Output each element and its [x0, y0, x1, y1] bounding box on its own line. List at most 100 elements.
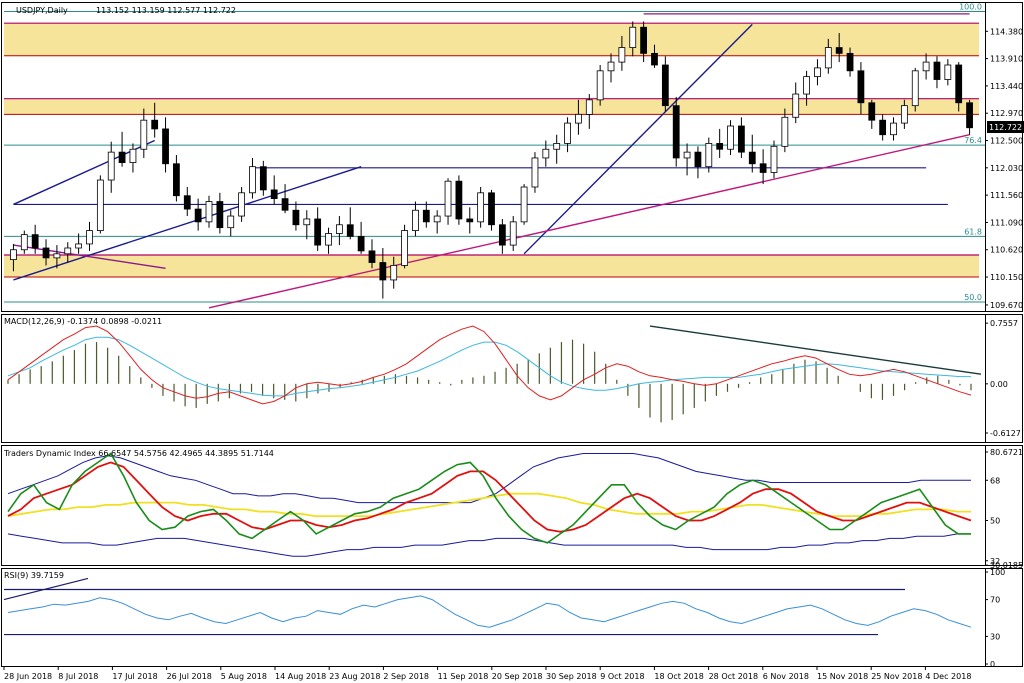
candle-body [433, 215, 441, 223]
candle-body [205, 201, 213, 223]
candle-body [346, 224, 354, 237]
candle-body [955, 64, 963, 104]
resistance-zone [4, 98, 979, 115]
macd-tick-label: -0.6127 [990, 429, 1021, 438]
price-tick-label: 109.670 [990, 301, 1023, 310]
date-tick-label: 11 Sep 2018 [438, 672, 489, 681]
price-tick-label: 110.150 [990, 273, 1023, 282]
candle-body [868, 102, 876, 121]
candle-body [727, 125, 734, 150]
date-tick-label: 2 Sep 2018 [383, 672, 429, 681]
panel-frame [1, 445, 1023, 566]
candle-body [738, 125, 745, 153]
candle-body [75, 243, 83, 249]
candle-body [379, 262, 387, 281]
candle-body [683, 151, 691, 159]
rsi-tick-label: 0 [990, 660, 995, 669]
date-tick-label: 4 Dec 2018 [925, 672, 971, 681]
candle-body [672, 105, 680, 159]
date-axis: 28 Jun 2018 8 Jul 2018 17 Jul 2018 26 Jul 2… [3, 666, 971, 681]
trendline-up-2 [13, 166, 362, 281]
tdi-tick-label: 32 [990, 557, 1000, 566]
candle-body [31, 234, 39, 249]
price-panel: 100.076.461.850.0 114.380113.910113.4401… [4, 3, 1024, 310]
date-tick-label: 25 Nov 2018 [871, 672, 922, 681]
date-tick-label: 8 Jul 2018 [58, 672, 98, 681]
last-price-label: 112.722 [989, 123, 1022, 132]
resistance-zones [4, 22, 979, 278]
trendline-up-3 [523, 23, 753, 255]
macd-divergence-line [649, 325, 982, 375]
candle-body [314, 218, 322, 246]
candle-body [629, 26, 637, 48]
candle-body [770, 145, 778, 173]
candle-body [259, 166, 267, 191]
candle-body [466, 218, 474, 223]
candle-body [118, 151, 126, 163]
fib-label: 50.0 [964, 293, 982, 302]
candle-body [412, 209, 419, 231]
candle-body [618, 47, 626, 63]
resistance-zone [4, 23, 979, 56]
price-tick-label: 112.030 [990, 164, 1023, 173]
candle-body [564, 122, 571, 144]
date-tick-label: 15 Nov 2018 [817, 672, 868, 681]
candle-body [325, 233, 332, 246]
candle-body [53, 253, 61, 259]
candle-body [477, 192, 485, 223]
macd-panel: 0.7557 0.00 -0.6127 MACD(12,26,9) -0.1374 … [4, 317, 1021, 438]
candle-body [596, 70, 604, 101]
candle-body [86, 230, 93, 245]
candle-body [694, 151, 702, 168]
candle-body [890, 122, 897, 136]
candle-body [390, 265, 398, 281]
date-tick-label: 9 Oct 2018 [600, 672, 644, 681]
rsi-panel: 100 70 30 0 RSI(9) 39.7159 [3, 568, 1005, 669]
candle-body [444, 180, 452, 217]
candle-body [748, 151, 756, 165]
rsi-tick-label: 100 [990, 568, 1005, 577]
candle-body [335, 224, 343, 234]
candle-body [151, 119, 159, 130]
candle-body [792, 93, 800, 118]
candle-body [249, 166, 256, 194]
candle-body [488, 192, 495, 226]
candles [10, 21, 973, 299]
candle-body [422, 209, 430, 223]
price-tick-label: 113.910 [990, 55, 1023, 64]
candle-body [857, 70, 865, 104]
fib-label: 61.8 [964, 227, 982, 236]
candle-body [922, 61, 930, 72]
price-tick-label: 114.380 [990, 27, 1023, 36]
rsi-line [7, 595, 972, 628]
candle-body [401, 230, 408, 266]
candle-body [553, 143, 561, 150]
date-tick-label: 5 Aug 2018 [221, 672, 267, 681]
date-tick-label: 18 Oct 2018 [654, 672, 703, 681]
tdi-tick-label: 68 [990, 476, 1000, 485]
candle-body [292, 209, 300, 226]
price-tick-label: 110.620 [990, 246, 1023, 255]
tdi-upper-band [7, 453, 971, 504]
candle-body [357, 235, 365, 252]
candle-body [238, 192, 245, 217]
candle-body [42, 247, 50, 259]
candle-body [270, 189, 278, 200]
candle-body [879, 119, 887, 136]
candle-body [173, 163, 180, 197]
candle-body [640, 26, 648, 54]
price-tick-label: 111.090 [990, 218, 1023, 227]
macd-signal-line [7, 336, 971, 397]
date-tick-label: 28 Oct 2018 [709, 672, 758, 681]
candle-body [716, 143, 724, 150]
candle-body [183, 195, 191, 210]
rsi-tick-label: 70 [990, 596, 1000, 605]
candle-body [10, 249, 17, 261]
tdi-middle-band [7, 492, 971, 517]
candle-body [824, 47, 832, 69]
macd-line [7, 325, 972, 405]
candle-body [575, 113, 582, 124]
ohlc-label: 113.152 113.159 112.577 112.722 [96, 6, 236, 15]
panel-frame [1, 568, 1023, 667]
candle-body [803, 76, 810, 95]
